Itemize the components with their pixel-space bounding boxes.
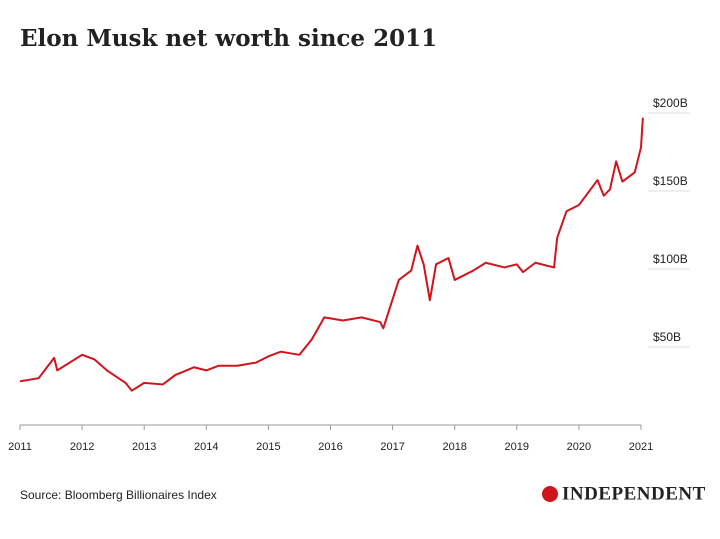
x-tick-label: 2014	[194, 441, 218, 453]
x-tick-label: 2011	[8, 441, 32, 453]
x-tick-label: 2017	[380, 441, 404, 453]
x-tick-label: 2018	[442, 441, 466, 453]
x-tick-label: 2012	[70, 441, 94, 453]
line-series	[19, 117, 644, 392]
x-tick-label: 2020	[567, 441, 591, 453]
y-tick-label: $50B	[653, 330, 681, 344]
x-tick-label: 2016	[318, 441, 342, 453]
chart-title: Elon Musk net worth since 2011	[20, 25, 437, 52]
logo: INDEPENDENT	[562, 483, 706, 504]
y-tick-label: $200B	[653, 96, 688, 110]
x-tick-label: 2013	[132, 441, 156, 453]
x-tick-label: 2019	[505, 441, 529, 453]
logo-icon	[542, 486, 558, 502]
x-tick-label: 2021	[629, 441, 653, 453]
x-tick-label: 2015	[256, 441, 280, 453]
y-tick-label: $100B	[653, 252, 688, 266]
source: Source: Bloomberg Billionaires Index	[20, 488, 217, 502]
y-tick-label: $150B	[653, 174, 688, 188]
